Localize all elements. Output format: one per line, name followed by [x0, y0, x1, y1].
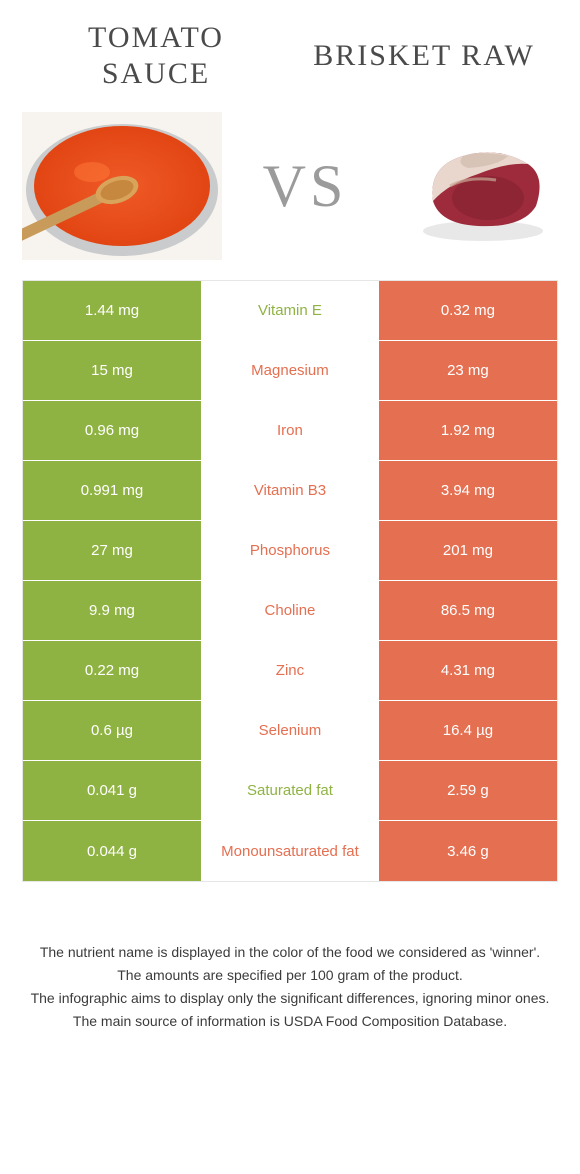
- nutrient-label: Vitamin B3: [201, 461, 379, 520]
- nutrient-left-value: 1.44 mg: [23, 281, 201, 340]
- nutrient-label: Zinc: [201, 641, 379, 700]
- title-left-line1: TOMATO: [88, 21, 224, 54]
- title-left-line2: SAUCE: [102, 57, 210, 90]
- footnote-line: The main source of information is USDA F…: [22, 1011, 558, 1032]
- right-food-image: [388, 112, 558, 260]
- nutrient-label: Choline: [201, 581, 379, 640]
- nutrient-label: Monounsaturated fat: [201, 821, 379, 881]
- vs-label: VS: [263, 152, 348, 221]
- nutrient-label: Iron: [201, 401, 379, 460]
- footnotes: The nutrient name is displayed in the co…: [22, 942, 558, 1032]
- nutrient-right-value: 1.92 mg: [379, 401, 557, 460]
- hero-row: VS: [22, 112, 558, 260]
- nutrient-left-value: 27 mg: [23, 521, 201, 580]
- nutrient-label: Selenium: [201, 701, 379, 760]
- nutrient-table: 1.44 mgVitamin E0.32 mg15 mgMagnesium23 …: [22, 280, 558, 882]
- nutrient-right-value: 4.31 mg: [379, 641, 557, 700]
- table-row: 9.9 mgCholine86.5 mg: [23, 581, 557, 641]
- nutrient-right-value: 86.5 mg: [379, 581, 557, 640]
- nutrient-left-value: 0.22 mg: [23, 641, 201, 700]
- nutrient-right-value: 23 mg: [379, 341, 557, 400]
- nutrient-label: Magnesium: [201, 341, 379, 400]
- nutrient-right-value: 2.59 g: [379, 761, 557, 820]
- title-right-text: BRISKET RAW: [313, 38, 535, 74]
- table-row: 0.22 mgZinc4.31 mg: [23, 641, 557, 701]
- nutrient-right-value: 201 mg: [379, 521, 557, 580]
- table-row: 15 mgMagnesium23 mg: [23, 341, 557, 401]
- table-row: 0.044 gMonounsaturated fat3.46 g: [23, 821, 557, 881]
- nutrient-right-value: 3.46 g: [379, 821, 557, 881]
- nutrient-left-value: 9.9 mg: [23, 581, 201, 640]
- titles-row: TOMATO SAUCE BRISKET RAW: [22, 20, 558, 92]
- title-left: TOMATO SAUCE: [22, 20, 290, 92]
- footnote-line: The amounts are specified per 100 gram o…: [22, 965, 558, 986]
- table-row: 1.44 mgVitamin E0.32 mg: [23, 281, 557, 341]
- table-row: 0.6 µgSelenium16.4 µg: [23, 701, 557, 761]
- nutrient-left-value: 0.041 g: [23, 761, 201, 820]
- nutrient-left-value: 0.991 mg: [23, 461, 201, 520]
- nutrient-right-value: 16.4 µg: [379, 701, 557, 760]
- table-row: 0.041 gSaturated fat2.59 g: [23, 761, 557, 821]
- table-row: 27 mgPhosphorus201 mg: [23, 521, 557, 581]
- nutrient-left-value: 0.6 µg: [23, 701, 201, 760]
- nutrient-label: Vitamin E: [201, 281, 379, 340]
- table-row: 0.96 mgIron1.92 mg: [23, 401, 557, 461]
- table-row: 0.991 mgVitamin B33.94 mg: [23, 461, 557, 521]
- footnote-line: The infographic aims to display only the…: [22, 988, 558, 1009]
- nutrient-left-value: 15 mg: [23, 341, 201, 400]
- nutrient-label: Phosphorus: [201, 521, 379, 580]
- nutrient-right-value: 3.94 mg: [379, 461, 557, 520]
- title-right: BRISKET RAW: [290, 20, 558, 92]
- nutrient-left-value: 0.96 mg: [23, 401, 201, 460]
- footnote-line: The nutrient name is displayed in the co…: [22, 942, 558, 963]
- nutrient-left-value: 0.044 g: [23, 821, 201, 881]
- nutrient-label: Saturated fat: [201, 761, 379, 820]
- left-food-image: [22, 112, 222, 260]
- nutrient-right-value: 0.32 mg: [379, 281, 557, 340]
